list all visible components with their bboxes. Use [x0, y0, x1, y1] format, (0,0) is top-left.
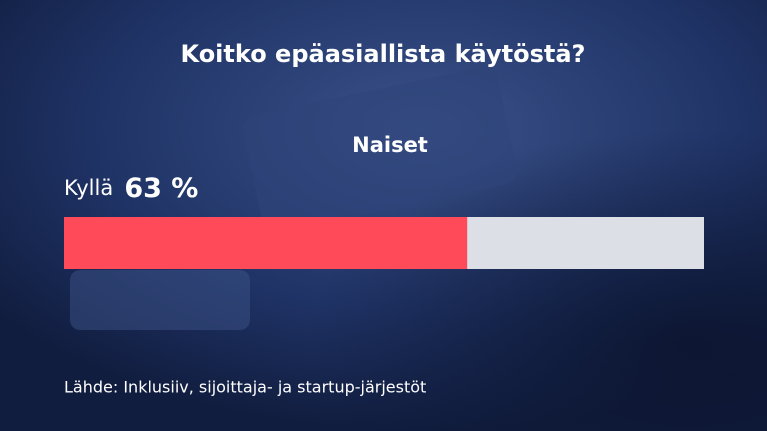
- category-label: Kyllä: [64, 176, 113, 200]
- category-row: Kyllä 63 %: [64, 173, 198, 204]
- mouse-shape: [70, 270, 250, 330]
- chart-title: Koitko epäasiallista käytöstä?: [181, 40, 586, 68]
- keyboard-shape: [242, 66, 518, 234]
- source: Lähde: Inklusiiv, sijoittaja- ja startup…: [64, 378, 426, 397]
- value-label: 63 %: [124, 173, 198, 204]
- chart-subtitle: Naiset: [352, 133, 428, 157]
- bar: [64, 217, 468, 269]
